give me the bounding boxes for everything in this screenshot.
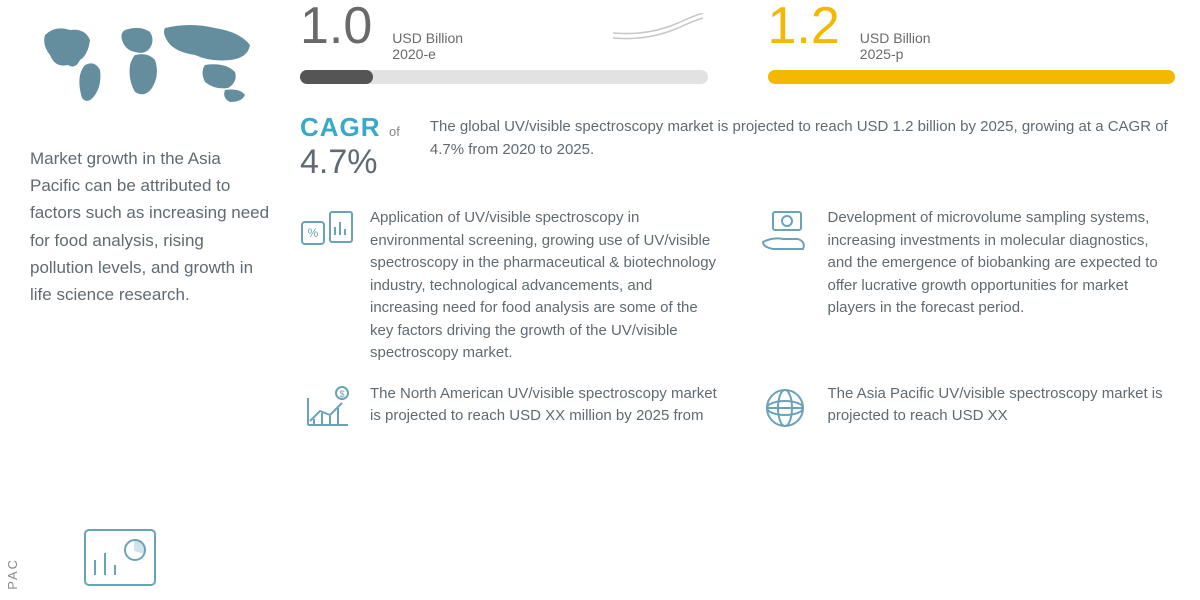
drivers-text: Application of UV/visible spectroscopy i… — [370, 207, 718, 365]
progress-bar-2025 — [768, 70, 1176, 84]
opportunities-text: Development of microvolume sampling syst… — [828, 207, 1176, 365]
asia-pacific-text: The Asia Pacific UV/visible spectroscopy… — [828, 383, 1176, 433]
metric-2020-unit: USD Billion — [392, 30, 463, 46]
metric-2025-unit: USD Billion — [860, 30, 931, 46]
metric-2025-value: 1.2 — [768, 0, 840, 52]
progress-bar-2020 — [300, 70, 708, 84]
cagr-description: The global UV/visible spectroscopy marke… — [430, 112, 1175, 161]
cagr-value: 4.7% — [300, 143, 400, 182]
growth-chart-icon: $ — [300, 383, 355, 433]
money-hand-icon — [758, 207, 813, 257]
globe-icon — [758, 383, 813, 433]
tablet-analytics-icon — [80, 525, 170, 595]
metrics-row: 1.0 USD Billion 2020-e 1.2 USD Billion — [300, 0, 1175, 84]
metric-2020-value: 1.0 — [300, 0, 372, 52]
north-america-text: The North American UV/visible spectrosco… — [370, 383, 718, 433]
svg-text:$: $ — [339, 389, 344, 399]
analytics-percent-icon: % — [300, 207, 355, 257]
metric-2020-year: 2020-e — [392, 46, 463, 62]
cagr-label: CAGR — [300, 112, 381, 142]
svg-text:%: % — [308, 226, 319, 240]
asia-pacific-summary: Market growth in the Asia Pacific can be… — [30, 145, 270, 308]
side-label: PAC — [5, 558, 20, 590]
metric-2025-year: 2025-p — [860, 46, 931, 62]
world-map-icon — [30, 10, 270, 120]
cagr-of: of — [389, 124, 400, 139]
swoosh-icon — [608, 13, 708, 43]
